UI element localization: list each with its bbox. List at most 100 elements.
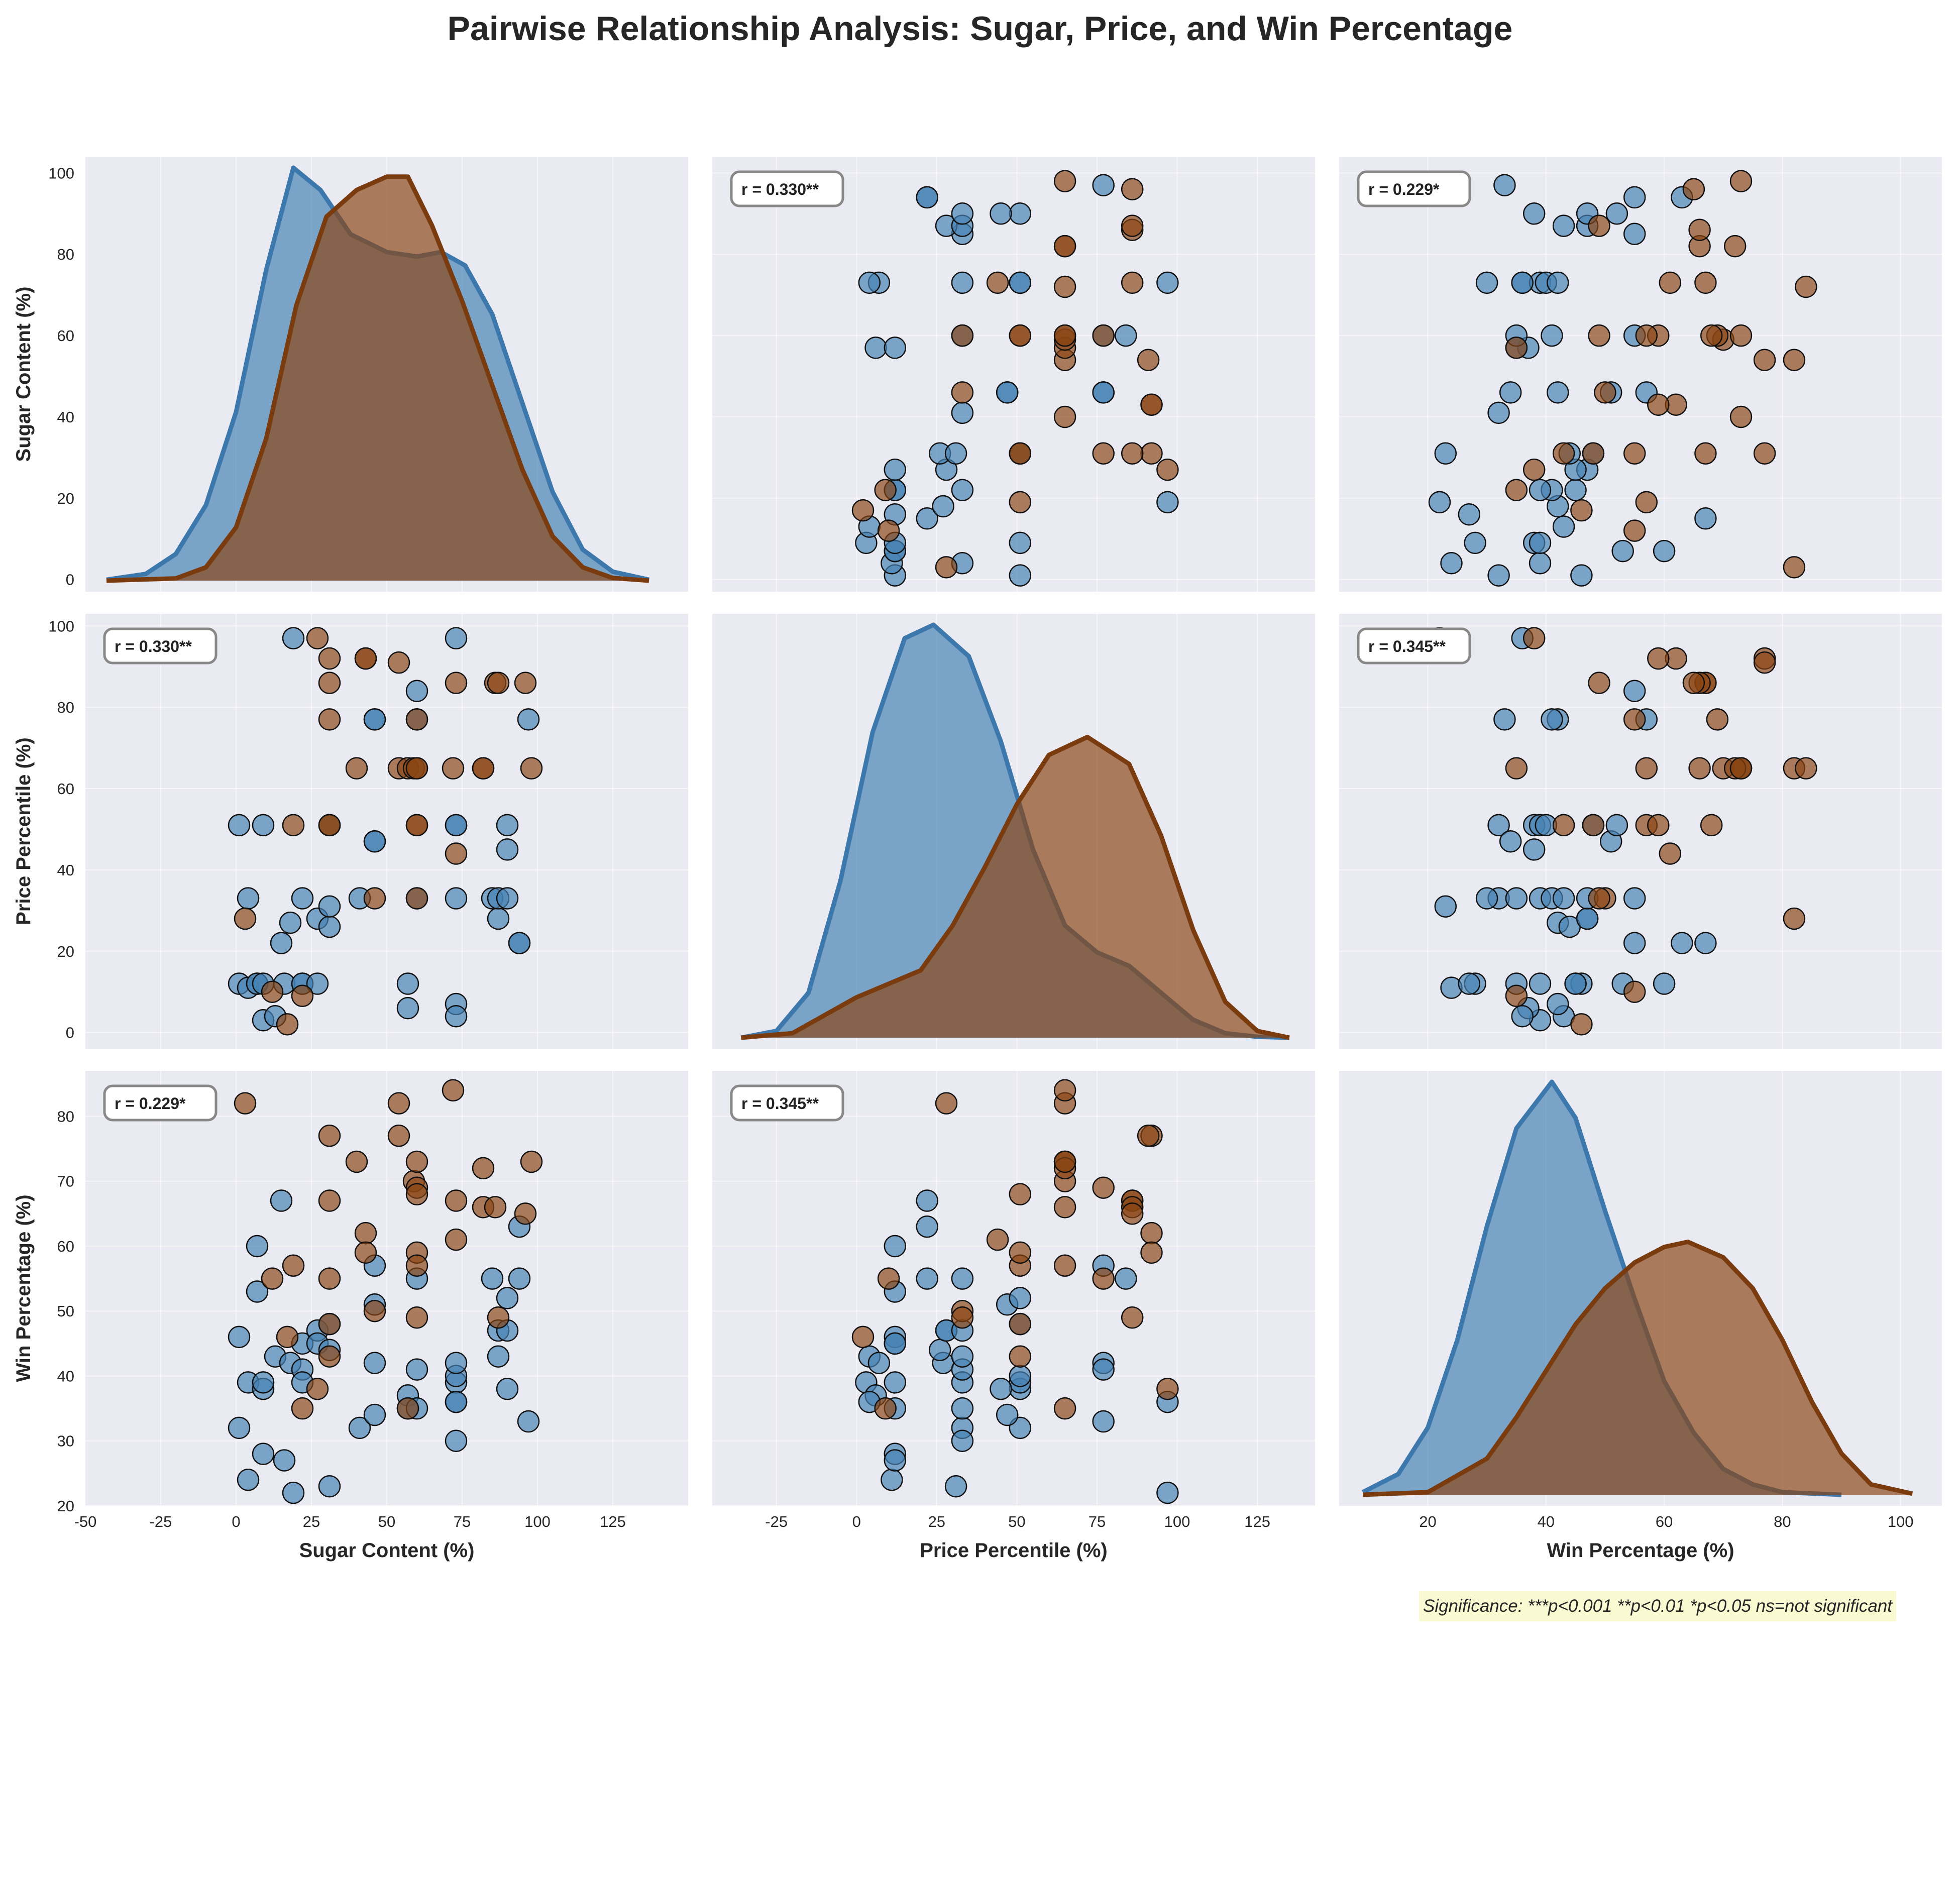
correlation-badge: r = 0.330** (103, 627, 217, 664)
panel-background (712, 157, 1315, 592)
correlation-label: r = 0.345** (1368, 637, 1446, 655)
scatter-point (237, 1469, 260, 1491)
scatter-point (1541, 324, 1563, 347)
scatter-point (990, 1378, 1012, 1400)
scatter-point (1541, 708, 1563, 731)
scatter-point (864, 337, 887, 359)
scatter-point (363, 1299, 386, 1322)
scatter-point (405, 814, 428, 837)
scatter-point (246, 1280, 269, 1303)
scatter-point (1053, 1079, 1076, 1102)
scatter-point (1156, 1378, 1179, 1400)
y-axis-label: Sugar Content (%) (13, 287, 35, 462)
kde-area-group-a (1363, 1082, 1841, 1495)
scatter-point (363, 1403, 386, 1426)
scatter-point (396, 1397, 419, 1420)
scatter-point (916, 1189, 938, 1212)
scatter-point (884, 1235, 907, 1258)
scatter-point (496, 838, 519, 861)
scatter-point (986, 271, 1009, 294)
scatter-point (1522, 458, 1546, 481)
scatter-point (228, 1325, 251, 1349)
scatter-point (1552, 515, 1575, 538)
scatter-point (990, 202, 1012, 225)
scatter-point (1588, 672, 1610, 694)
scatter-point (1009, 1287, 1032, 1309)
scatter-point (1795, 757, 1817, 780)
correlation-label: r = 0.330** (115, 637, 192, 655)
scatter-point (1053, 170, 1076, 192)
scatter-point (363, 1352, 386, 1374)
scatter-point (445, 842, 468, 865)
scatter-point (1053, 324, 1076, 347)
scatter-point (270, 932, 293, 954)
scatter-point (1009, 1312, 1032, 1336)
scatter-point (1700, 324, 1723, 347)
scatter-point (1647, 647, 1670, 670)
correlation-badge-box (1357, 170, 1471, 207)
scatter-point (291, 887, 314, 910)
scatter-point (348, 1416, 371, 1439)
scatter-point (354, 647, 377, 670)
scatter-point (916, 1267, 938, 1290)
x-tick-label: 125 (1244, 1513, 1270, 1530)
scatter-point (318, 814, 341, 837)
scatter-point (508, 1267, 531, 1290)
scatter-point (884, 337, 907, 359)
scatter-point (1795, 275, 1817, 298)
kde-area-group-b (741, 737, 1289, 1038)
scatter-point (1009, 324, 1032, 347)
scatter-point (1009, 531, 1032, 555)
scatter-point (1547, 381, 1569, 404)
scatter-point (270, 1189, 293, 1212)
scatter-point (318, 1345, 341, 1368)
scatter-point (951, 1306, 974, 1329)
scatter-point (318, 1312, 341, 1336)
scatter-point (1570, 499, 1593, 522)
scatter-point (1694, 271, 1717, 294)
scatter-point (279, 911, 302, 934)
scatter-point (1092, 324, 1115, 347)
scatter-point (1053, 275, 1076, 298)
scatter-point (851, 1325, 875, 1349)
scatter-point (1623, 887, 1646, 910)
scatter-point (1475, 887, 1498, 910)
scatter-point (1428, 491, 1451, 514)
x-tick-label: -50 (74, 1513, 97, 1530)
scatter-point (1511, 1005, 1534, 1028)
scatter-point (396, 972, 419, 995)
scatter-point (877, 519, 900, 542)
x-tick-label: 75 (454, 1513, 471, 1530)
scatter-point (1505, 337, 1528, 359)
scatter-point (884, 458, 907, 481)
scatter-point (1009, 202, 1032, 225)
scatter-point (1694, 442, 1717, 465)
panel-r2-c2 (1339, 1071, 1942, 1506)
scatter-point (276, 1013, 299, 1036)
correlation-label: r = 0.345** (741, 1094, 819, 1113)
scatter-point (405, 1358, 428, 1381)
scatter-point (273, 1449, 296, 1472)
correlation-badge: r = 0.330** (730, 170, 844, 207)
scatter-point (916, 1215, 938, 1238)
x-axis-label: Price Percentile (%) (920, 1539, 1108, 1562)
scatter-point (851, 499, 875, 522)
x-tick-label: 100 (524, 1513, 551, 1530)
scatter-point (1753, 349, 1776, 371)
scatter-point (986, 1228, 1009, 1251)
scatter-point (396, 996, 419, 1020)
scatter-point (387, 651, 410, 674)
scatter-point (867, 1352, 891, 1374)
scatter-point (928, 1339, 951, 1362)
scatter-point (405, 680, 428, 703)
x-tick-label: 75 (1088, 1513, 1106, 1530)
scatter-point (261, 1267, 284, 1290)
scatter-point (1522, 202, 1546, 225)
scatter-point (1493, 708, 1516, 731)
scatter-point (1092, 1267, 1115, 1290)
x-tick-label: 25 (928, 1513, 945, 1530)
scatter-point (1121, 271, 1144, 294)
scatter-point (387, 1125, 410, 1147)
scatter-point (935, 1092, 958, 1115)
scatter-series-group-b (234, 627, 543, 1036)
